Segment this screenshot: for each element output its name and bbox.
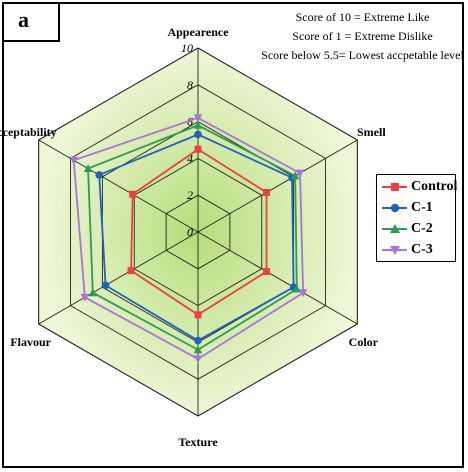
point-control-texture: [194, 311, 202, 319]
point-c-2-texture: [193, 345, 203, 354]
point-control-color: [263, 268, 271, 276]
point-control-smell: [263, 188, 271, 196]
point-c-3-acceptability: [69, 156, 78, 165]
axis-label-flavour: Flavour: [10, 335, 51, 349]
point-c-3-smell: [295, 169, 305, 178]
legend-item-c1: C-1: [377, 199, 457, 217]
grid-spoke-2: [197, 231, 358, 325]
panel-label: a: [2, 2, 60, 42]
axis-label-acceptability: Acceptability: [0, 125, 57, 139]
legend-item-control: Control: [377, 178, 457, 196]
note-line-1: Score of 10 = Extreme Like: [295, 10, 430, 24]
axis-label-texture: Texture: [178, 435, 218, 449]
point-c-3-appearence: [193, 114, 203, 123]
point-control-acceptability: [129, 190, 137, 198]
point-c-2-flavour: [88, 288, 98, 297]
tick-label-6: 6: [187, 115, 193, 129]
point-control-appearence: [194, 145, 202, 153]
legend-item-c3: C-3: [377, 241, 457, 259]
point-c-2-color: [292, 284, 301, 293]
tick-label-10: 10: [181, 41, 193, 55]
point-c-1-texture: [194, 336, 202, 345]
legend-label-c3: C-3: [411, 242, 433, 257]
tick-label-8: 8: [187, 78, 193, 92]
note-line-3: Score below 5.5= Lowest accpetable level: [261, 48, 464, 62]
point-control-flavour: [127, 267, 135, 275]
grid-spoke-1: [197, 139, 358, 233]
tick-label-2: 2: [187, 188, 193, 202]
axis-label-color: Color: [349, 335, 379, 349]
point-c-2-appearence: [193, 120, 203, 129]
point-c-1-flavour: [101, 281, 110, 290]
point-c-1-acceptability: [95, 171, 104, 179]
point-c-2-acceptability: [83, 164, 93, 173]
point-c-1-appearence: [194, 130, 202, 139]
grid-spoke-4: [38, 231, 199, 325]
note-line-2: Score of 1 = Extreme Dislike: [292, 29, 433, 43]
legend-label-control: Control: [411, 179, 458, 194]
legend-item-c2: C-2: [377, 220, 457, 238]
axis-label-appearence: Appearence: [167, 25, 229, 39]
point-c-2-smell: [291, 171, 300, 180]
legend-label-c1: C-1: [411, 200, 433, 215]
legend-label-c2: C-2: [411, 221, 433, 236]
point-c-3-flavour: [80, 293, 90, 302]
tick-label-0: 0: [187, 225, 193, 239]
grid-spoke-5: [38, 139, 199, 233]
axis-label-smell: Smell: [357, 125, 386, 139]
point-c-3-texture: [193, 355, 203, 364]
tick-label-4: 4: [187, 151, 193, 165]
point-c-3-color: [298, 289, 308, 298]
legend: Control C-1 C-2 C-3: [376, 174, 457, 262]
